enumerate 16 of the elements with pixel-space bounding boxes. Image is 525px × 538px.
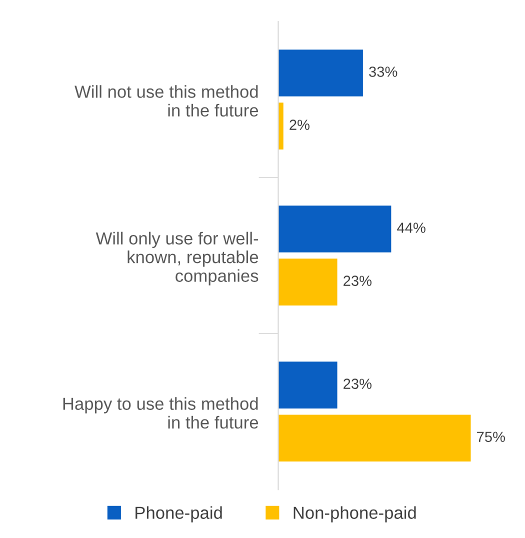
data-label: 44%: [397, 222, 426, 233]
bar: [278, 258, 338, 306]
y-tick-label: Will not use this method in the future: [74, 85, 258, 117]
bar: [278, 206, 392, 252]
y-tick-label: Happy to use this method in the future: [63, 397, 258, 429]
bar: [278, 50, 363, 96]
bar: [278, 362, 338, 408]
legend-label: Phone-paid: [136, 506, 222, 522]
data-label: 2%: [290, 120, 310, 130]
legend-label: Non-phone-paid: [294, 506, 416, 522]
data-label: 33%: [369, 66, 398, 77]
y-tick-label: Will only use for well- known, reputable companies: [96, 232, 258, 286]
data-label: 75%: [477, 432, 505, 442]
bar: [278, 414, 471, 462]
data-label: 23%: [344, 276, 372, 286]
data-label: 23%: [344, 378, 372, 389]
